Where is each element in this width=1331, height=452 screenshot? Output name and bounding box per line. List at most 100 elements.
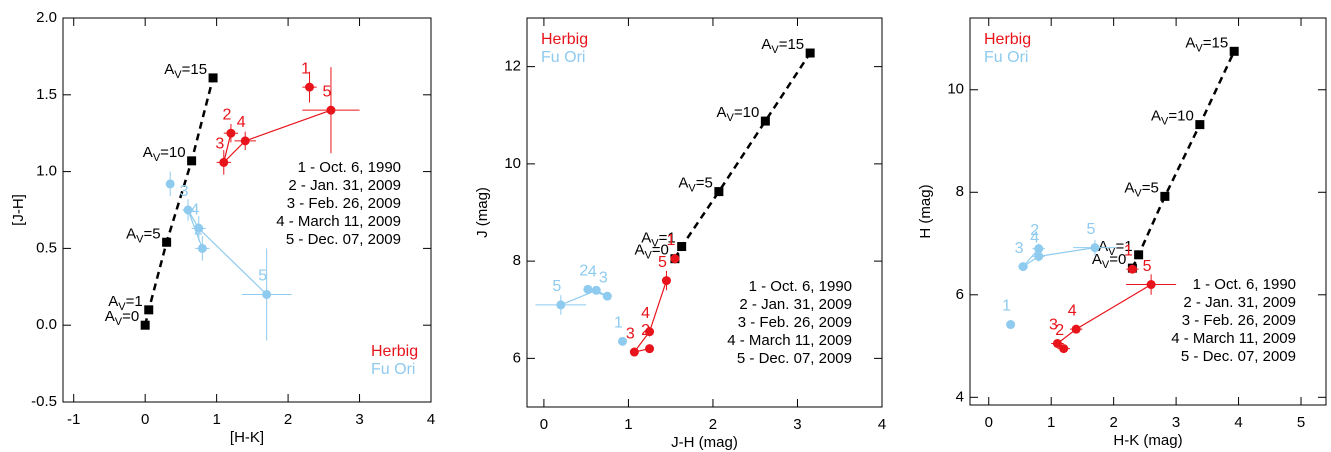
point: [556, 300, 566, 310]
note: 2 - Jan. 31, 2009: [288, 177, 401, 194]
point-label: 3: [1015, 240, 1024, 257]
x-tick-label: 3: [355, 411, 363, 428]
x-tick-label: 0: [540, 416, 548, 433]
reddening-point: [805, 48, 815, 58]
point: [1071, 324, 1081, 334]
note: 4 - March 11, 2009: [727, 332, 852, 349]
point-label: 1: [1124, 242, 1133, 259]
point-label: 4: [237, 114, 246, 131]
x-tick-label: 0: [141, 411, 149, 428]
point: [326, 105, 336, 115]
reddening-label: AV=0: [105, 308, 139, 328]
y-axis-label: [J-H]: [10, 194, 27, 226]
legend-entry: Herbig: [541, 31, 588, 48]
reddening-label: AV=15: [1185, 34, 1228, 54]
reddening-line: [143, 77, 215, 326]
plot-frame: [969, 17, 1327, 406]
point-label: 1: [1002, 298, 1011, 315]
reddening-label: AV=10: [143, 144, 186, 164]
point-label: 3: [215, 136, 224, 153]
point: [618, 336, 628, 346]
reddening-label: AV=15: [164, 61, 207, 81]
reddening-point: [208, 73, 218, 83]
point: [1146, 280, 1156, 290]
point-label: 2: [579, 263, 588, 280]
point-label: 4: [1030, 230, 1039, 247]
point: [1090, 243, 1100, 253]
series-line: [1022, 247, 1096, 268]
point-label: 4: [1068, 302, 1077, 319]
point: [1052, 338, 1062, 348]
x-tick-label: 2: [709, 416, 717, 433]
point-label: 2: [1055, 322, 1064, 339]
legend-entry: Fu Ori: [371, 361, 415, 378]
x-tick-label: 1: [212, 411, 220, 428]
note: 1 - Oct. 6, 1990: [749, 278, 852, 295]
x-tick-label: 4: [878, 416, 886, 433]
reddening-line: [673, 52, 812, 260]
note: 2 - Jan. 31, 2009: [1183, 294, 1296, 311]
point: [262, 289, 272, 299]
note: 1 - Oct. 6, 1990: [1193, 276, 1296, 293]
y-tick-label: 12: [504, 58, 521, 75]
point: [240, 136, 250, 146]
note: 3 - Feb. 26, 2009: [1182, 312, 1296, 329]
reddening-point: [1160, 191, 1170, 201]
point-label: 2: [222, 106, 231, 123]
point: [1059, 344, 1069, 354]
x-tick-label: 1: [1047, 414, 1055, 431]
x-tick-label: 4: [427, 411, 435, 428]
x-axis-label: J-H (mag): [671, 434, 738, 451]
y-tick-label: 0.5: [36, 239, 57, 256]
series-line: [222, 109, 332, 165]
reddening-label: AV=1: [108, 293, 142, 313]
point: [305, 82, 315, 92]
reddening-point: [677, 242, 687, 252]
point-label: 4: [588, 264, 597, 281]
reddening-point: [144, 305, 154, 315]
point: [591, 285, 601, 295]
point-label: 1: [666, 232, 675, 249]
reddening-label: AV=1: [641, 230, 675, 250]
y-tick-label: 4: [956, 388, 964, 405]
reddening-label: AV=10: [717, 104, 760, 124]
point: [1034, 244, 1044, 254]
note: 4 - March 11, 2009: [276, 213, 401, 230]
point-label: 5: [258, 268, 267, 285]
point-label: 5: [1143, 258, 1152, 275]
legend-entry: Herbig: [984, 31, 1031, 48]
point-label: 2: [1030, 222, 1039, 239]
y-tick-label: 8: [513, 252, 521, 269]
y-axis-label: H (mag): [917, 184, 934, 238]
point-label: 3: [1049, 317, 1058, 334]
y-tick-label: -0.5: [31, 393, 57, 410]
y-axis-label: J (mag): [474, 187, 491, 238]
reddening-label: AV=10: [1151, 108, 1194, 128]
point-label: 5: [1086, 221, 1095, 238]
point-label: 5: [658, 254, 667, 271]
reddening-point: [162, 237, 172, 247]
point: [165, 179, 175, 189]
reddening-label: AV=0: [634, 242, 668, 262]
note: 3 - Feb. 26, 2009: [287, 195, 401, 212]
point: [219, 157, 229, 167]
x-axis-label: [H-K]: [230, 429, 264, 446]
reddening-label: AV=0: [1092, 251, 1126, 271]
x-tick-label: 2: [1109, 414, 1117, 431]
reddening-label: AV=5: [126, 225, 160, 245]
x-tick-label: 1: [624, 416, 632, 433]
point: [1034, 251, 1044, 261]
point: [661, 276, 671, 286]
reddening-point: [1134, 250, 1144, 260]
point-label: 5: [323, 83, 332, 100]
point: [197, 243, 207, 253]
x-tick-label: 2: [284, 411, 292, 428]
series-line: [632, 280, 668, 353]
plot-frame: [526, 17, 883, 408]
x-axis-label: H-K (mag): [1113, 432, 1182, 449]
x-tick-label: -1: [67, 411, 80, 428]
y-tick-label: 10: [947, 81, 964, 98]
y-tick-label: 2.0: [36, 9, 57, 26]
note: 5 - Dec. 07, 2009: [286, 231, 401, 248]
note: 3 - Feb. 26, 2009: [738, 314, 852, 331]
